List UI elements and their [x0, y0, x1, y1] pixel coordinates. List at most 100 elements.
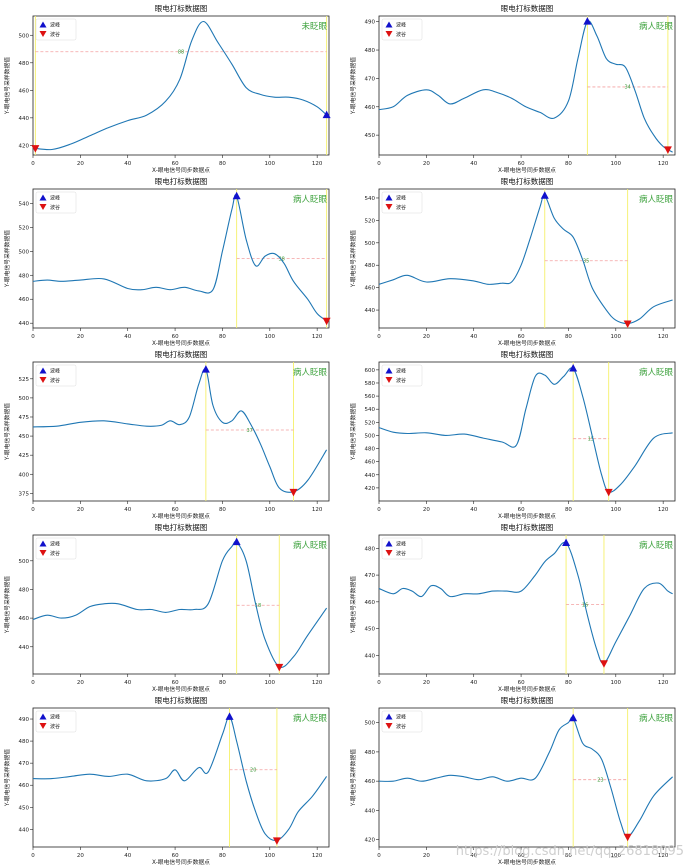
y-axis-label: Y-眼电信号采样数据值 [349, 57, 357, 115]
y-tick-label: 440 [365, 653, 376, 659]
y-tick-label: 500 [19, 396, 30, 402]
interval-label: 88 [178, 50, 184, 56]
x-tick-label: 120 [658, 334, 669, 340]
valley-marker [289, 488, 298, 497]
chart-title: 眼电打标数据图 [155, 695, 208, 705]
y-axis-label: Y-眼电信号采样数据值 [3, 403, 11, 461]
y-tick-label: 600 [365, 368, 376, 374]
blink-status: 病人眨眼 [293, 367, 328, 378]
x-tick-label: 80 [219, 507, 226, 513]
legend-valley-icon [39, 31, 47, 37]
legend-box [35, 18, 77, 41]
x-tick-label: 0 [31, 334, 35, 340]
legend-valley-label: 波谷 [50, 204, 60, 211]
legend-box [35, 191, 77, 214]
x-tick-label: 40 [124, 161, 131, 167]
signal-line [379, 367, 673, 493]
x-tick-label: 60 [518, 680, 525, 686]
blink-status: 未眨眼 [301, 21, 327, 32]
x-tick-label: 100 [265, 161, 276, 167]
legend-peak-icon [39, 367, 47, 374]
y-axis-label: Y-眼电信号采样数据值 [349, 230, 357, 288]
y-tick-label: 450 [19, 434, 30, 440]
y-tick-label: 580 [365, 381, 376, 387]
y-tick-label: 500 [19, 559, 30, 565]
legend-valley-label: 波谷 [50, 723, 60, 730]
interval-label: 34 [624, 85, 630, 91]
chart-svg: 眼电打标数据图 0 20 40 60 80 100 120 440 460 480 500 520 540… [3, 176, 331, 346]
peak-marker [583, 17, 592, 25]
x-tick-label: 0 [31, 680, 35, 686]
x-tick-label: 20 [77, 161, 84, 167]
plot-frame [32, 188, 330, 329]
valley-marker [322, 317, 331, 326]
legend-valley-label: 波谷 [396, 204, 406, 211]
chart-panel-10: 眼电打标数据图 0 20 40 60 80 100 120 420 440 460 480 500 X-眼… [346, 692, 692, 865]
x-tick-label: 120 [312, 507, 323, 513]
chart-panel-1: 眼电打标数据图 0 20 40 60 80 100 120 420 440 460 480 500 X-眼… [0, 0, 346, 173]
x-axis-label: X-眼电信号同步数据点 [498, 339, 556, 346]
chart-title: 眼电打标数据图 [501, 522, 554, 532]
y-tick-label: 475 [19, 415, 30, 421]
chart-svg: 眼电打标数据图 0 20 40 60 80 100 120 420 440 460 480 500 X-眼… [3, 3, 331, 173]
legend-peak-icon [39, 713, 47, 720]
interval-label: 15 [588, 437, 594, 443]
x-tick-label: 100 [265, 680, 276, 686]
x-tick-label: 20 [77, 853, 84, 859]
peak-marker [322, 110, 331, 119]
peak-marker [562, 538, 571, 547]
plot-frame [378, 534, 676, 675]
chart-svg: 眼电打标数据图 0 20 40 60 80 100 120 450 460 470 480 490 X-眼… [349, 3, 676, 173]
y-tick-label: 500 [365, 721, 376, 727]
plot-area: 15 [379, 362, 673, 501]
x-tick-label: 80 [565, 507, 572, 513]
y-tick-label: 375 [19, 491, 30, 497]
plot-area: 16 [379, 535, 673, 674]
chart-title: 眼电打标数据图 [501, 695, 554, 705]
x-tick-label: 60 [518, 334, 525, 340]
x-tick-label: 100 [611, 853, 622, 859]
y-tick-label: 480 [19, 587, 30, 593]
chart-panel-9: 眼电打标数据图 0 20 40 60 80 100 120 440 450 460 470 480 490… [0, 692, 346, 865]
chart-title: 眼电打标数据图 [501, 176, 554, 186]
signal-line [33, 716, 328, 842]
signal-line [379, 20, 673, 153]
chart-title: 眼电打标数据图 [155, 349, 208, 359]
y-tick-label: 460 [19, 616, 30, 622]
x-tick-label: 60 [518, 161, 525, 167]
x-tick-label: 40 [470, 161, 477, 167]
y-tick-label: 440 [365, 473, 376, 479]
valley-marker [663, 146, 672, 154]
y-tick-label: 440 [19, 645, 30, 651]
peak-marker [232, 191, 241, 200]
plot-area: 23 [379, 708, 673, 847]
x-tick-label: 40 [124, 680, 131, 686]
signal-line [379, 716, 673, 838]
interval-label: 37 [246, 428, 252, 434]
legend-valley-icon [39, 204, 47, 210]
x-axis-label: X-眼电信号同步数据点 [152, 166, 210, 173]
y-tick-label: 500 [19, 249, 30, 255]
legend-peak-label: 波峰 [50, 541, 60, 548]
y-axis-label: Y-眼电信号采样数据值 [3, 57, 11, 115]
legend-peak-icon [385, 540, 393, 547]
legend-peak-label: 波峰 [396, 22, 406, 29]
legend-valley-label: 波谷 [396, 31, 406, 38]
x-tick-label: 0 [377, 853, 381, 859]
legend-valley-icon [385, 31, 393, 37]
x-axis-label: X-眼电信号同步数据点 [498, 166, 556, 173]
legend-box [381, 191, 423, 214]
valley-marker [623, 833, 632, 842]
chart-panel-3: 眼电打标数据图 0 20 40 60 80 100 120 440 460 480 500 520 540… [0, 173, 346, 346]
legend-peak-label: 波峰 [396, 368, 406, 375]
x-tick-label: 0 [377, 334, 381, 340]
legend-valley-icon [39, 723, 47, 729]
legend-peak-label: 波峰 [50, 22, 60, 29]
x-tick-label: 0 [31, 161, 35, 167]
x-tick-label: 100 [611, 680, 622, 686]
